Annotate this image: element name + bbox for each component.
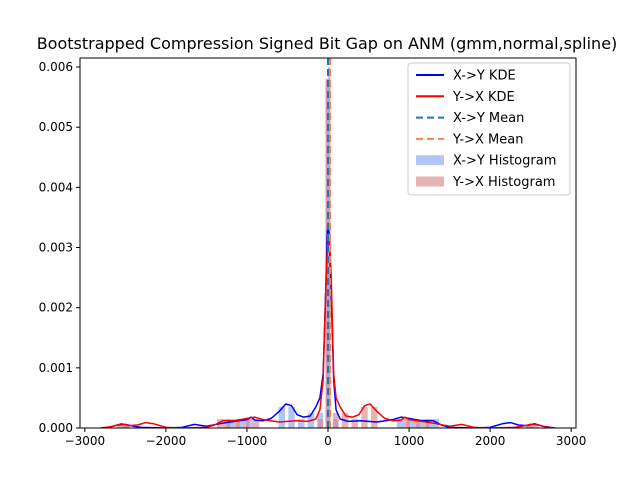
x-tick-label: 1000 [394,434,425,448]
x-tick-label: −2000 [146,434,187,448]
axes-frame [79,57,577,429]
yx-histogram-bar-1 [122,424,130,428]
xy-histogram-bar-6 [298,418,305,428]
x-axis: −3000 −2000 −1000 0 1000 2000 3000 [65,428,587,448]
xy-histogram-bar-12 [396,418,404,428]
legend: X->Y KDE Y->X KDE X->Y Mean Y->X Mean X->Y H… [407,62,571,196]
yx-histogram-bar-6 [252,418,260,428]
y-tick-label: 0.004 [39,180,73,194]
xy-histogram-bar-18 [533,424,539,428]
yx-histogram-bar-15 [403,418,410,428]
y-tick-label: 0.003 [39,241,73,255]
legend-swatch-x-to-y-histogram [416,155,444,166]
yx-histogram-bar-12 [351,418,358,428]
yx-histogram-bar-10 [332,412,339,428]
yx-histogram-bar-14 [370,406,378,428]
xy-histogram-bar-4 [278,406,286,428]
x-tick-label: −3000 [65,434,106,448]
x-tick-label: −1000 [227,434,268,448]
yx-histogram-bar-17 [422,418,430,428]
x-tick-label: 3000 [556,434,587,448]
yx-histogram-bar-3 [223,418,230,428]
yx-histogram-bar-4 [233,418,240,428]
legend-label-x-to-y-kde: X->Y KDE [453,69,516,84]
legend-label-x-to-y-mean: X->Y Mean [453,111,524,126]
legend-swatch-y-to-x-histogram [416,176,444,187]
yx-histogram-bar-13 [361,406,368,428]
yx-histogram-bar-7 [317,418,324,428]
legend-label-x-to-y-histogram: X->Y Histogram [453,154,556,169]
y-tick-label: 0.002 [39,301,73,315]
x-tick-label: 0 [324,434,332,448]
y-axis: 0.000 0.001 0.002 0.003 0.004 0.005 0.006 [39,60,80,435]
yx-histogram-bar-5 [242,418,250,428]
legend-box [407,62,571,196]
yx-histogram-bar-18 [526,424,534,428]
x-tick-label: 2000 [475,434,506,448]
legend-label-y-to-x-mean: Y->X Mean [452,132,523,147]
legend-label-y-to-x-kde: Y->X KDE [452,90,515,105]
y-tick-label: 0.001 [39,361,73,375]
yx-histogram-bar-16 [413,418,420,428]
legend-label-y-to-x-histogram: Y->X Histogram [452,175,555,190]
chart-title: Bootstrapped Compression Signed Bit Gap … [37,34,618,53]
yx-histogram-bar-0 [117,424,123,428]
y-tick-label: 0.006 [39,60,73,74]
y-tick-label: 0.005 [39,120,73,134]
xy-histogram-bar-5 [288,406,295,428]
y-tick-label: 0.000 [39,421,73,435]
